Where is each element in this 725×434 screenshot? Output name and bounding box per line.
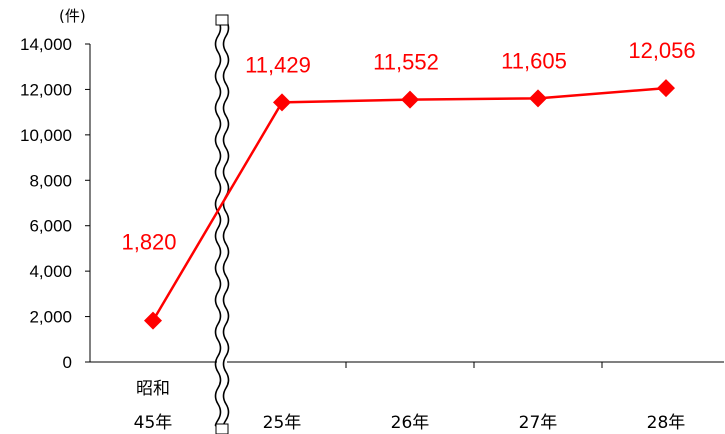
data-point-marker: [273, 93, 291, 112]
x-category-label: 27年: [519, 413, 558, 433]
x-category-label: 昭和: [136, 379, 170, 399]
data-point-marker: [401, 90, 419, 109]
y-unit-label: (件): [59, 7, 86, 25]
axis-break-cap-top: [215, 14, 229, 26]
y-tick-label: 8,000: [29, 171, 72, 190]
x-category-label: 25年: [263, 413, 302, 433]
y-tick-label: 0: [63, 353, 72, 372]
y-tick-label: 10,000: [20, 126, 72, 145]
axis-break: [214, 14, 230, 434]
x-category-label: 26年: [391, 413, 430, 433]
data-value-label: 1,820: [121, 230, 176, 255]
series: [144, 79, 675, 330]
y-tick-label: 4,000: [29, 262, 72, 281]
data-point-marker: [144, 311, 162, 330]
axes: [85, 43, 724, 368]
x-category-label: 45年: [134, 413, 173, 433]
y-tick-label: 14,000: [20, 35, 72, 54]
axis-break-cap-bottom: [215, 423, 229, 434]
axis-break-line-left: [214, 19, 222, 427]
data-value-label: 11,605: [501, 48, 567, 73]
y-tick-label: 2,000: [29, 308, 72, 327]
y-tick-label: 12,000: [20, 80, 72, 99]
data-value-label: 11,552: [373, 50, 439, 75]
axis-break-gap: [217, 20, 227, 425]
axis-break-line-right: [222, 19, 230, 427]
data-point-marker: [529, 89, 547, 108]
y-tick-label: 6,000: [29, 217, 72, 236]
x-category-label: 28年: [647, 413, 686, 433]
labels: 0 2,000 4,000 6,000 8,000 10,000 12,000 14,000 (…: [20, 7, 696, 433]
series-line: [151, 86, 667, 322]
data-value-label: 12,056: [628, 38, 695, 63]
data-point-marker: [657, 79, 675, 98]
data-value-label: 11,429: [245, 52, 311, 77]
